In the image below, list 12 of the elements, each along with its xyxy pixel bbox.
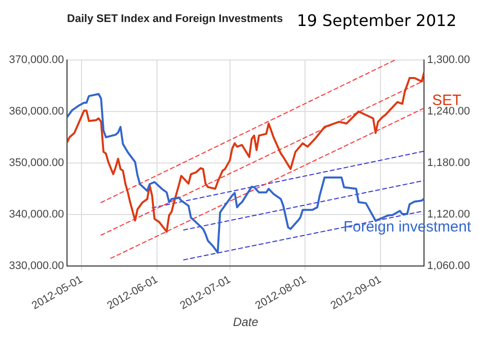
y-tick-label: 370,000.00 [8, 54, 64, 66]
y-tick-label: 340,000.00 [8, 208, 64, 221]
y-tick-label: 350,000.00 [8, 157, 64, 170]
y-tick-label: 360,000.00 [8, 106, 64, 118]
chart-title: Daily SET Index and Foreign Investments [67, 13, 283, 25]
x-axis-title: Date [232, 315, 259, 330]
y2-tick-label: 1,180.00 [427, 157, 470, 170]
y-tick-label: 330,000.00 [8, 260, 64, 272]
y2-tick-label: 1,120.00 [427, 208, 470, 221]
text: 19 September 2012 [296, 11, 457, 30]
y2-tick-label: 1,300.00 [427, 54, 470, 66]
y2-tick-label: 1,060.00 [427, 260, 470, 272]
